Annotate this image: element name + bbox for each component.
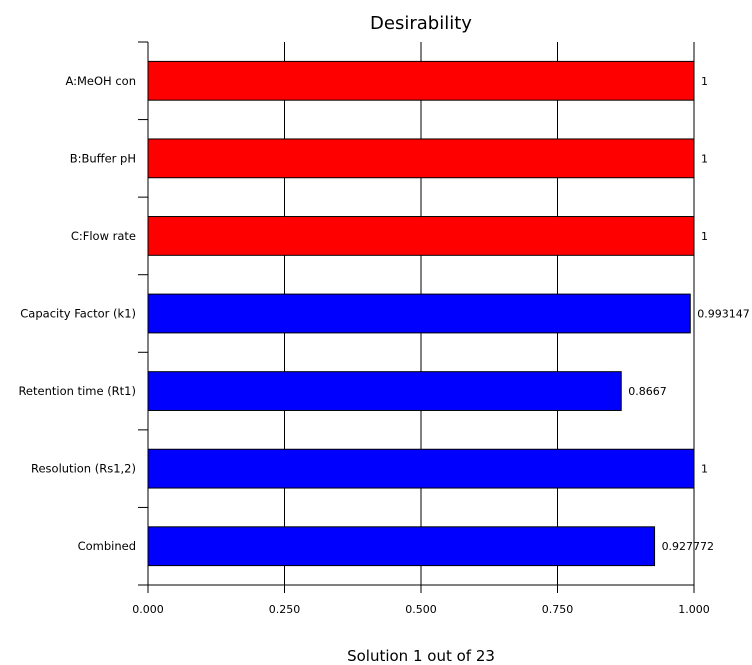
data-label: 1: [701, 75, 708, 88]
bar: [147, 138, 695, 179]
data-label: 1: [701, 463, 708, 476]
x-tick-label: 0.750: [542, 603, 574, 616]
bars-layer: [147, 60, 695, 567]
chart-title: Desirability: [370, 13, 472, 34]
x-tick-label: 0.000: [132, 603, 164, 616]
x-tick-label: 0.500: [405, 603, 437, 616]
data-label: 1: [701, 230, 708, 243]
data-label: 1: [701, 152, 708, 165]
bar: [147, 526, 656, 567]
category-label: Resolution (Rs1,2): [31, 462, 136, 476]
category-label: Retention time (Rt1): [18, 384, 136, 398]
bar: [147, 293, 691, 334]
data-label: 0.993147: [697, 308, 750, 321]
bar: [147, 60, 695, 101]
category-label: B:Buffer pH: [70, 151, 136, 165]
x-tick-label: 0.250: [269, 603, 301, 616]
bar: [147, 448, 695, 489]
bar: [147, 371, 622, 411]
bar: [147, 216, 695, 256]
solution-footer: Solution 1 out of 23: [347, 647, 495, 665]
x-tick-label: 1.000: [678, 603, 710, 616]
category-label: Combined: [78, 539, 136, 553]
category-label: Capacity Factor (k1): [20, 307, 136, 321]
data-label: 0.8667: [628, 385, 667, 398]
labels-layer: 0.000 0.250 0.500 0.750 1.000 A:MeOH con 1 B:Bu…: [18, 74, 749, 616]
category-label: C:Flow rate: [71, 229, 136, 243]
category-label: A:MeOH con: [65, 74, 136, 88]
data-label: 0.927772: [662, 540, 715, 553]
